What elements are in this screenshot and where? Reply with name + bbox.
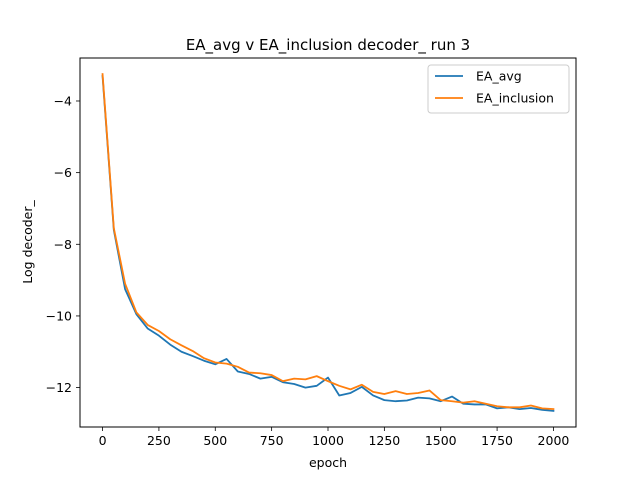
- x-tick-label: 1750: [481, 433, 513, 448]
- ticks-layer: 0 250 500 750 1000 1250 1500 1750 2000 −12 −10 −8 −6…: [46, 93, 570, 448]
- x-tick-label: 750: [260, 433, 284, 448]
- x-tick-label: 1500: [425, 433, 457, 448]
- series-line-ea-inclusion: [101, 73, 555, 411]
- y-tick-label: −6: [54, 165, 72, 180]
- y-tick-label: −4: [54, 93, 72, 108]
- x-tick-label: 0: [99, 433, 107, 448]
- y-tick-label: −10: [46, 308, 72, 323]
- y-axis-label: Log decoder_: [20, 200, 35, 284]
- x-tick-label: 250: [147, 433, 171, 448]
- x-axis-label: epoch: [309, 455, 347, 470]
- chart-title: EA_avg v EA_inclusion decoder_ run 3: [186, 36, 470, 55]
- legend-label-ea-avg: EA_avg: [476, 69, 522, 84]
- series-line-ea-avg: [101, 74, 555, 412]
- x-tick-label: 1000: [312, 433, 344, 448]
- legend: EA_avg EA_inclusion: [427, 64, 570, 114]
- legend-label-ea-inclusion: EA_inclusion: [476, 91, 554, 106]
- y-tick-label: −12: [46, 380, 72, 395]
- legend-frame: [427, 64, 570, 114]
- y-tick-label: −8: [54, 237, 72, 252]
- x-tick-label: 1250: [368, 433, 400, 448]
- x-tick-label: 500: [203, 433, 227, 448]
- plot-layer: [101, 73, 555, 412]
- x-tick-label: 2000: [538, 433, 570, 448]
